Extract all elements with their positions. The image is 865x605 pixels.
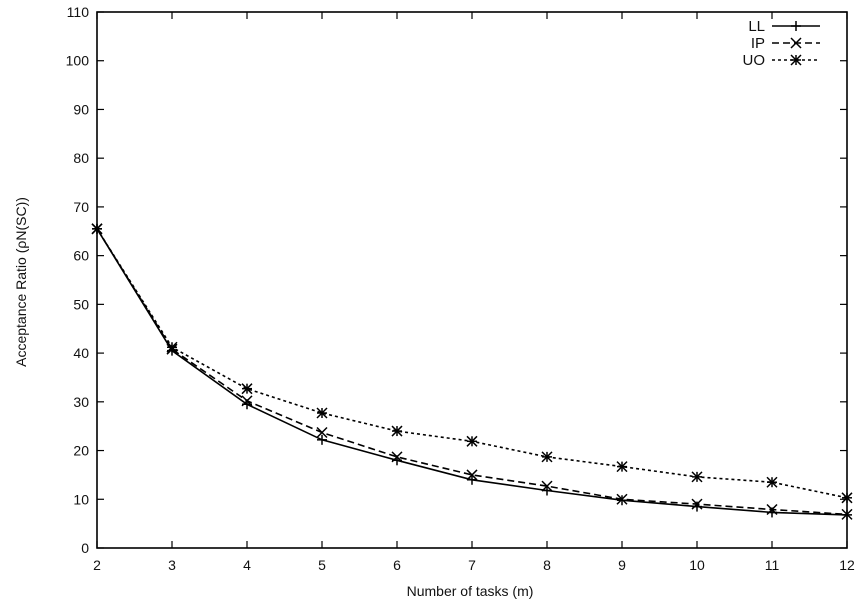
x-tick-label: 3: [168, 557, 176, 573]
series-uo-point: [241, 383, 253, 395]
y-axis-title: Acceptance Ratio (ρN(SC)): [13, 197, 29, 367]
y-tick-label: 0: [81, 540, 89, 556]
series-uo: [91, 223, 853, 504]
marker-stroke: [241, 383, 253, 395]
legend-label-ip: IP: [751, 35, 765, 52]
marker-stroke: [466, 469, 478, 481]
series-ip-point: [541, 480, 553, 492]
marker-stroke: [790, 37, 802, 49]
series-ll-point: [317, 434, 327, 445]
y-tick-label: 100: [66, 53, 90, 69]
series-uo-point: [616, 461, 628, 473]
legend-marker-ip: [790, 37, 802, 49]
series-ip-point: [766, 503, 778, 516]
marker-stroke: [316, 407, 328, 419]
marker-stroke: [391, 451, 403, 463]
plot-frame: [96, 11, 848, 549]
y-tick-label: 20: [73, 443, 89, 459]
axes: 0 10 20 30 40 50 60 70 80 90 100 110 2 3 4 5 6 7 8 9 10 11 12: [66, 4, 855, 573]
marker-stroke: [841, 508, 853, 520]
x-tick-label: 10: [689, 557, 705, 573]
series-ip-point: [316, 426, 328, 439]
marker-stroke: [766, 503, 778, 516]
y-tick-label: 30: [73, 394, 89, 410]
marker-stroke: [691, 471, 703, 483]
x-tick-label: 5: [318, 557, 326, 573]
marker-stroke: [541, 480, 553, 492]
x-tick-label: 11: [765, 557, 780, 573]
marker-stroke: [841, 492, 853, 504]
series-uo-point: [541, 451, 553, 463]
x-tick-label: 9: [618, 557, 626, 573]
marker-stroke: [241, 395, 253, 407]
x-tick-label: 8: [543, 557, 551, 573]
marker-stroke: [541, 451, 553, 463]
marker-stroke: [616, 493, 628, 505]
marker-stroke: [766, 476, 778, 488]
marker-stroke: [91, 223, 103, 235]
series-uo-line: [96, 228, 848, 499]
series-uo-point: [391, 425, 403, 437]
series-uo-point: [691, 471, 703, 483]
marker-stroke: [790, 54, 802, 66]
marker-stroke: [691, 498, 703, 510]
x-tick-label: 6: [393, 557, 401, 573]
series-uo-point: [841, 492, 853, 504]
series-layer: [91, 223, 853, 520]
series-uo-point: [91, 223, 103, 235]
series-ll-point: [467, 474, 477, 485]
y-tick-label: 10: [73, 491, 89, 507]
y-tick-label: 80: [73, 150, 89, 166]
y-tick-label: 70: [73, 199, 89, 215]
series-uo-point: [316, 407, 328, 419]
x-tick-label: 12: [839, 557, 855, 573]
series-ip-line: [96, 228, 848, 516]
marker-stroke: [166, 341, 178, 353]
legend-label-uo: UO: [743, 52, 766, 69]
x-tick-label: 2: [93, 557, 101, 573]
marker-stroke: [316, 426, 328, 439]
series-ip: [91, 223, 853, 520]
series-uo-point: [766, 476, 778, 488]
series-ip-point: [466, 469, 478, 481]
series-ip-point: [841, 508, 853, 520]
legend-marker-ll: [791, 21, 801, 31]
legend-marker-uo: [790, 54, 802, 66]
y-tick-label: 60: [73, 248, 89, 264]
marker-stroke: [391, 425, 403, 437]
series-ip-point: [391, 451, 403, 463]
x-tick-label: 4: [243, 557, 251, 573]
y-tick-label: 50: [73, 296, 89, 312]
y-tick-label: 90: [73, 101, 89, 117]
series-uo-point: [166, 341, 178, 353]
y-tick-label: 40: [73, 345, 89, 361]
marker-stroke: [466, 435, 478, 447]
marker-stroke: [616, 461, 628, 473]
x-axis-title: Number of tasks (m): [407, 583, 534, 599]
legend-label-ll: LL: [748, 18, 765, 35]
x-tick-label: 7: [468, 557, 476, 573]
series-uo-point: [466, 435, 478, 447]
series-ll-line: [96, 228, 848, 516]
series-ip-point: [616, 493, 628, 505]
y-tick-label: 110: [67, 4, 90, 20]
series-ip-point: [691, 498, 703, 510]
series-ip-point: [241, 395, 253, 407]
